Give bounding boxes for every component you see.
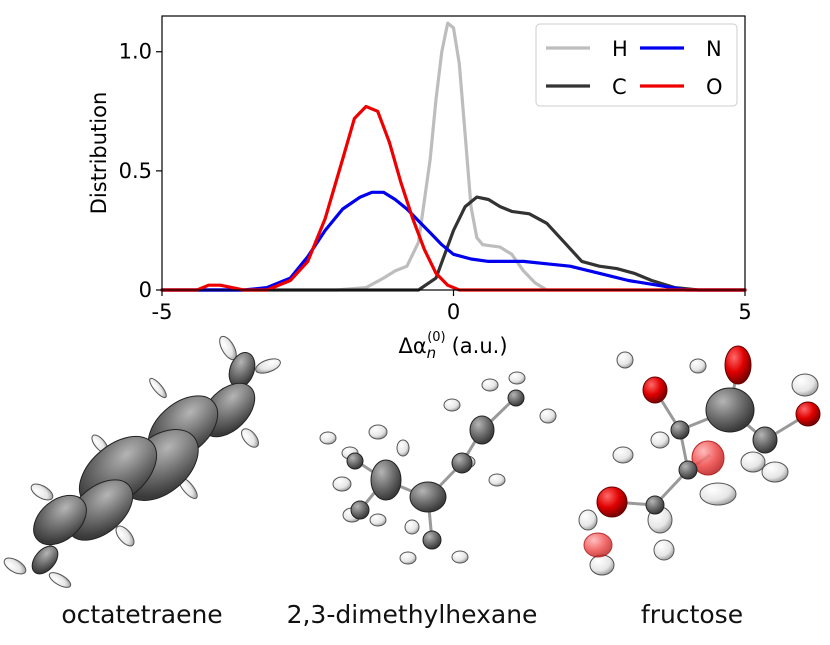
legend-label-O: O	[706, 75, 723, 99]
o-atom	[596, 486, 628, 518]
molecule-dimethylhexane	[319, 371, 557, 565]
h-atom	[332, 476, 352, 492]
legend-label-C: C	[612, 75, 627, 99]
c-atom	[469, 415, 495, 445]
h-atom	[689, 358, 707, 374]
x-tick-label: 5	[738, 300, 751, 324]
molecule-octatetraene	[3, 335, 281, 588]
h-atom	[451, 550, 469, 564]
h-atom	[488, 473, 506, 487]
c-atom	[507, 389, 525, 407]
c-atom	[670, 420, 690, 440]
c-atom	[350, 500, 370, 520]
x-tick-label: 0	[447, 300, 460, 324]
h-atom	[368, 424, 388, 440]
series-line-N	[160, 190, 747, 292]
o-atom	[691, 440, 725, 476]
h-atom	[396, 439, 410, 457]
c-atom	[33, 494, 87, 546]
h-atom	[578, 509, 598, 531]
x-axis-label-base: Δα	[398, 334, 426, 358]
h-atom	[319, 431, 337, 445]
molecule-fructose	[578, 345, 821, 576]
x-axis-label-sup: (0)	[427, 330, 445, 345]
h-atom	[115, 525, 135, 547]
legend: HC NO	[535, 23, 738, 107]
caption-fructose: fructose	[640, 600, 744, 629]
c-atom	[705, 387, 755, 433]
h-atom	[589, 554, 615, 576]
o-atom	[795, 401, 821, 427]
h-atom	[241, 428, 259, 448]
c-atom	[645, 495, 665, 515]
y-axis-label: Distribution	[87, 92, 111, 215]
c-atom	[346, 452, 364, 470]
series-line-C	[160, 195, 747, 292]
c-atom	[31, 545, 59, 575]
h-atom	[255, 358, 281, 374]
h-atom	[653, 539, 675, 561]
caption-dimethylhexane: 2,3-dimethylhexane	[286, 600, 538, 629]
h-atom	[481, 378, 499, 392]
caption-octatetraene: octatetraene	[61, 600, 223, 629]
h-atom	[539, 408, 557, 424]
h-atom	[699, 482, 737, 506]
y-tick-label: 1.0	[119, 40, 152, 64]
legend-entries: HC NO	[546, 37, 723, 99]
h-atom	[48, 572, 72, 588]
h-atom	[791, 373, 819, 397]
x-axis-label-unit: (a.u.)	[452, 334, 508, 358]
o-atom	[724, 345, 752, 385]
c-atom	[451, 452, 473, 474]
x-axis-label: Δαn(0) (a.u.)	[398, 330, 507, 362]
h-atom	[30, 483, 54, 501]
h-atom	[3, 557, 27, 575]
h-atom	[761, 461, 789, 483]
h-atom	[443, 398, 461, 412]
h-atom	[369, 513, 387, 527]
legend-label-H: H	[612, 37, 628, 61]
ticks-layer: -5 0 500.51.0	[119, 40, 752, 324]
h-atom	[508, 371, 526, 385]
x-tick-label: -5	[152, 300, 173, 324]
h-atom	[404, 519, 420, 535]
c-atom	[370, 459, 402, 501]
c-atom	[409, 481, 447, 513]
h-atom	[149, 377, 167, 399]
legend-label-N: N	[706, 37, 722, 61]
h-atom	[740, 451, 766, 473]
h-atom	[616, 351, 634, 369]
h-atom	[399, 551, 417, 565]
o-atom	[583, 532, 613, 558]
y-tick-label: 0.5	[119, 159, 152, 183]
series-line-O	[160, 104, 747, 292]
distribution-chart: -5 0 500.51.0 Distribution Δαn(0) (a.u.) HC…	[87, 15, 752, 362]
c-atom	[422, 530, 442, 550]
y-tick-label: 0	[139, 278, 152, 302]
h-atom	[612, 446, 634, 464]
x-axis-label-sub: n	[427, 344, 437, 362]
h-atom	[650, 431, 670, 449]
series-layer	[160, 21, 747, 292]
c-atom	[678, 460, 698, 480]
o-atom	[642, 376, 668, 404]
c-atom	[752, 426, 778, 454]
